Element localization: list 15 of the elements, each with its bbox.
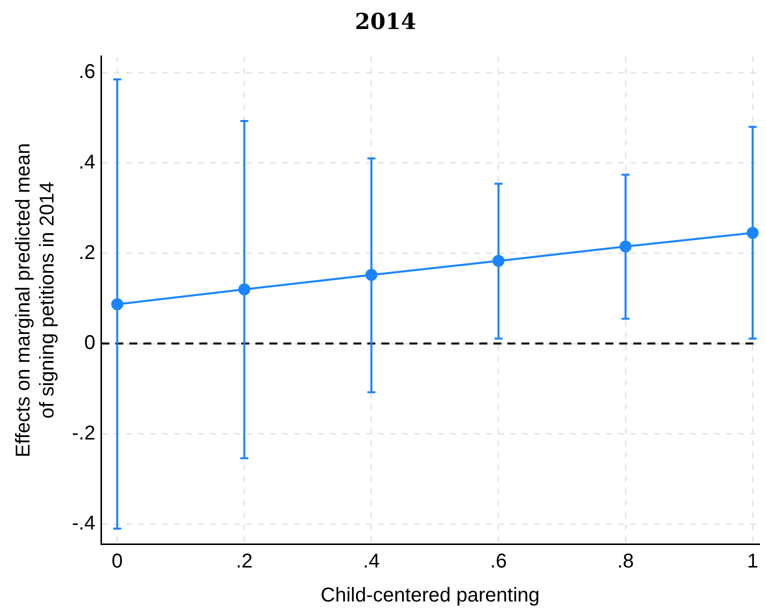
x-tick-label: .4 bbox=[363, 550, 380, 573]
x-tick-label: .8 bbox=[617, 550, 634, 573]
chart-title: 2014 bbox=[354, 8, 416, 35]
x-tick-label: .2 bbox=[236, 550, 253, 573]
y-axis-title: Effects on marginal predicted mean of signing petitions in 2014 bbox=[12, 143, 59, 458]
x-tick-label: .6 bbox=[490, 550, 507, 573]
y-tick-label: .2 bbox=[78, 242, 96, 264]
x-tick-label: 0 bbox=[112, 550, 123, 573]
x-tick-label: 1 bbox=[747, 550, 758, 573]
y-tick-label: -.4 bbox=[72, 512, 96, 535]
y-tick-label: .4 bbox=[78, 151, 96, 174]
y-tick-label: -.2 bbox=[72, 422, 96, 444]
y-tick-label: .6 bbox=[78, 61, 96, 84]
x-axis-title: Child-centered parenting bbox=[320, 584, 540, 607]
y-tick-label: 0 bbox=[84, 332, 96, 354]
